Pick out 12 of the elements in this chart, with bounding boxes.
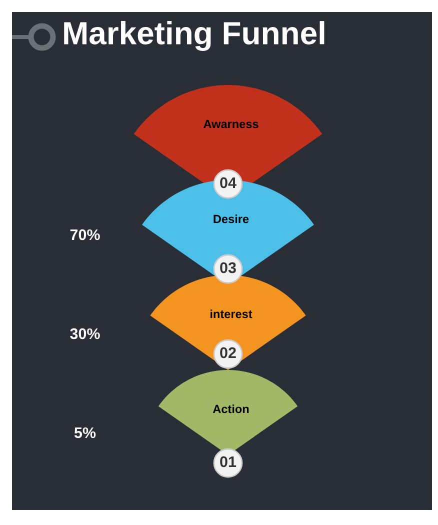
category-label: interest: [210, 309, 252, 318]
data-label: 30%: [70, 328, 100, 340]
text: 04: [220, 177, 236, 188]
text: 03: [220, 262, 236, 274]
category-label: Action: [212, 404, 249, 414]
text: Marketing Funnel: [64, 21, 324, 51]
text: 01: [220, 456, 236, 468]
data-label: 5%: [74, 427, 96, 438]
data-label: 70%: [70, 229, 100, 240]
category-label: Awarness: [204, 120, 258, 128]
text: 02: [220, 347, 236, 358]
category-label: Desire: [214, 214, 249, 224]
